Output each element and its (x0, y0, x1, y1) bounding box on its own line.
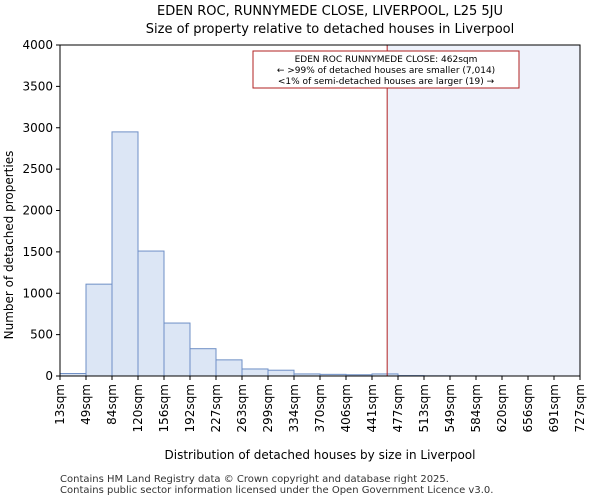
x-tick-label-334sqm: 334sqm (287, 384, 301, 432)
y-tick-label-2500: 2500 (22, 162, 53, 176)
chart-title: EDEN ROC, RUNNYMEDE CLOSE, LIVERPOOL, L2… (157, 4, 503, 19)
x-tick-label-406sqm: 406sqm (339, 384, 353, 432)
x-axis: 13sqm 49sqm 84sqm 120sqm 156sqm 192sqm 227sqm 2… (53, 376, 587, 432)
bar-299sqm (267, 369, 295, 377)
x-tick-label-370sqm: 370sqm (313, 384, 327, 432)
y-tick-label-1000: 1000 (22, 286, 53, 300)
y-tick-label-1500: 1500 (22, 245, 53, 259)
x-tick-label-49sqm: 49sqm (79, 384, 93, 425)
y-axis-label: Number of detached properties (2, 151, 16, 340)
y-tick-label-2000: 2000 (22, 204, 53, 218)
bars-group (59, 131, 503, 377)
shade-layer (387, 45, 580, 376)
bar-120sqm (137, 250, 165, 377)
x-tick-label-477sqm: 477sqm (391, 384, 405, 432)
x-tick-label-549sqm: 549sqm (443, 384, 457, 432)
x-tick-label-120sqm: 120sqm (131, 384, 145, 432)
bar-84sqm (111, 131, 139, 377)
bar-263sqm (241, 368, 269, 377)
x-tick-label-441sqm: 441sqm (365, 384, 379, 432)
x-tick-label-263sqm: 263sqm (235, 384, 249, 432)
bar-227sqm (215, 359, 243, 377)
x-tick-label-727sqm: 727sqm (573, 384, 587, 432)
x-tick-label-13sqm: 13sqm (53, 384, 67, 425)
x-tick-label-656sqm: 656sqm (521, 384, 535, 432)
y-tick-label-3500: 3500 (22, 79, 53, 93)
bar-49sqm (85, 283, 113, 377)
x-tick-label-620sqm: 620sqm (495, 384, 509, 432)
x-tick-label-691sqm: 691sqm (547, 384, 561, 432)
y-tick-label-0: 0 (45, 369, 53, 383)
x-tick-label-156sqm: 156sqm (157, 384, 171, 432)
y-tick-label-3000: 3000 (22, 121, 53, 135)
annotation-line-1: EDEN ROC RUNNYMEDE CLOSE: 462sqm (295, 55, 478, 65)
bar-192sqm (189, 348, 217, 377)
footer-line-2: Contains public sector information licen… (60, 485, 494, 496)
plot-frame (59, 44, 581, 377)
x-tick-label-513sqm: 513sqm (417, 384, 431, 432)
y-tick-label-4000: 4000 (22, 38, 53, 52)
x-tick-label-584sqm: 584sqm (469, 384, 483, 432)
y-axis: 0 500 1000 1500 2000 2500 3000 3500 4000 (22, 38, 60, 383)
marker-shade (387, 45, 580, 376)
footer-line-1: Contains HM Land Registry data © Crown c… (60, 474, 449, 485)
y-tick-label-500: 500 (30, 328, 53, 342)
chart-subtitle: Size of property relative to detached ho… (146, 22, 514, 37)
x-tick-label-227sqm: 227sqm (209, 384, 223, 432)
annotation-line-3: <1% of semi-detached houses are larger (… (278, 77, 495, 87)
x-axis-label: Distribution of detached houses by size … (165, 448, 476, 462)
x-tick-label-84sqm: 84sqm (105, 384, 119, 425)
annotation-line-2: ← >99% of detached houses are smaller (7… (277, 66, 495, 76)
bar-156sqm (163, 322, 191, 377)
x-tick-label-192sqm: 192sqm (183, 384, 197, 432)
x-tick-label-299sqm: 299sqm (261, 384, 275, 432)
annotation-box: EDEN ROC RUNNYMEDE CLOSE: 462sqm ← >99% … (252, 50, 520, 89)
